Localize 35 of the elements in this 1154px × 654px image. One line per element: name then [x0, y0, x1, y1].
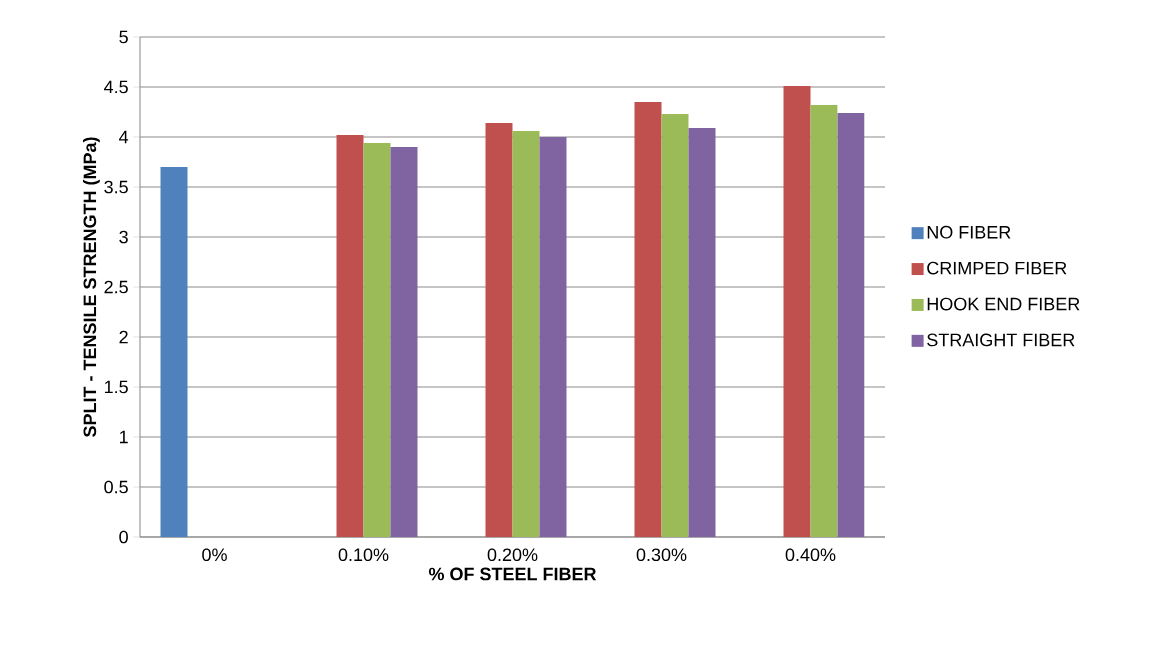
y-tick-label: 2: [119, 330, 128, 344]
x-tick-label: 0.20%: [487, 548, 538, 562]
y-axis-title: SPLIT - TENSILE STRENGTH (MPa): [82, 137, 100, 437]
legend-label: HOOK END FIBER: [927, 297, 1080, 311]
bar: [837, 112, 865, 537]
legend-label: STRAIGHT FIBER: [927, 333, 1075, 347]
bar: [783, 86, 811, 537]
bar: [539, 137, 567, 537]
bar: [661, 114, 689, 537]
y-tick-label: 5: [119, 30, 128, 44]
y-tick-label: 0: [119, 530, 128, 544]
y-tick-label: 2.5: [104, 280, 128, 294]
x-tick-label: 0%: [202, 548, 227, 562]
legend-label: NO FIBER: [927, 225, 1011, 239]
bar: [160, 167, 188, 537]
bar: [336, 135, 364, 537]
y-tick-label: 3.5: [104, 180, 128, 194]
legend-label: CRIMPED FIBER: [927, 261, 1067, 275]
bar: [390, 147, 418, 537]
y-tick-label: 4: [119, 130, 129, 144]
bar: [634, 102, 662, 537]
y-tick-label: 1: [119, 430, 128, 444]
bar: [688, 128, 716, 537]
y-tick-label: 4.5: [104, 80, 128, 94]
x-axis-title: % OF STEEL FIBER: [428, 567, 597, 581]
y-tick-label: 1.5: [104, 380, 128, 394]
bar: [485, 123, 513, 537]
x-tick-label: 0.30%: [636, 548, 687, 562]
bar: [363, 143, 391, 537]
bar: [810, 105, 838, 537]
x-tick-label: 0.10%: [338, 548, 389, 562]
y-tick-label: 3: [119, 230, 128, 244]
bar: [512, 130, 540, 537]
x-tick-label: 0.40%: [785, 548, 836, 562]
y-tick-label: 0.5: [104, 480, 128, 494]
